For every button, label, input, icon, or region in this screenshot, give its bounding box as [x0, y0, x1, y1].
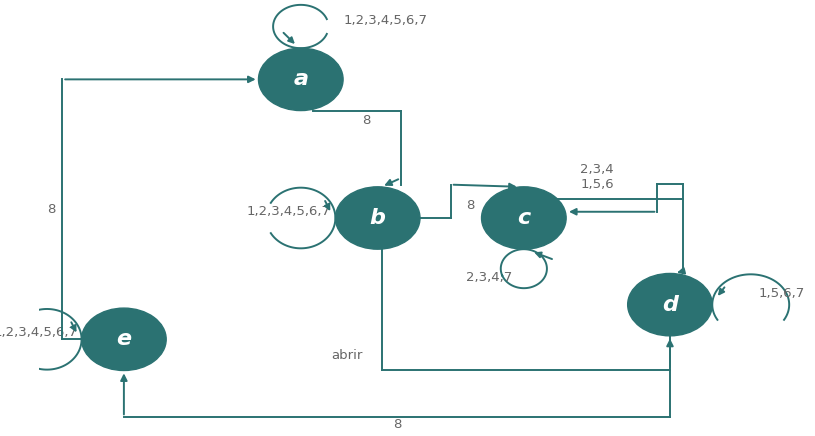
Text: 1,2,3,4,5,6,7: 1,2,3,4,5,6,7 [247, 205, 331, 218]
Text: e: e [117, 329, 131, 349]
Text: 8: 8 [393, 418, 401, 431]
Text: 2,3,4: 2,3,4 [580, 164, 614, 176]
Ellipse shape [628, 273, 712, 336]
Text: 1,5,6: 1,5,6 [580, 178, 614, 191]
Text: abrir: abrir [331, 349, 363, 362]
Text: 1,5,6,7: 1,5,6,7 [759, 287, 804, 300]
Ellipse shape [258, 48, 343, 111]
Text: 8: 8 [362, 113, 370, 126]
Ellipse shape [82, 308, 166, 371]
Text: b: b [370, 208, 385, 228]
Text: d: d [662, 295, 678, 315]
Text: 8: 8 [46, 203, 55, 216]
Text: 8: 8 [466, 199, 474, 212]
Text: a: a [293, 69, 308, 89]
Ellipse shape [336, 187, 420, 249]
Text: 2,3,4,7: 2,3,4,7 [466, 271, 513, 284]
Ellipse shape [482, 187, 566, 249]
Text: 1,2,3,4,5,6,7: 1,2,3,4,5,6,7 [343, 14, 427, 27]
Text: c: c [518, 208, 531, 228]
Text: 1,2,3,4,5,6,7: 1,2,3,4,5,6,7 [0, 326, 77, 339]
